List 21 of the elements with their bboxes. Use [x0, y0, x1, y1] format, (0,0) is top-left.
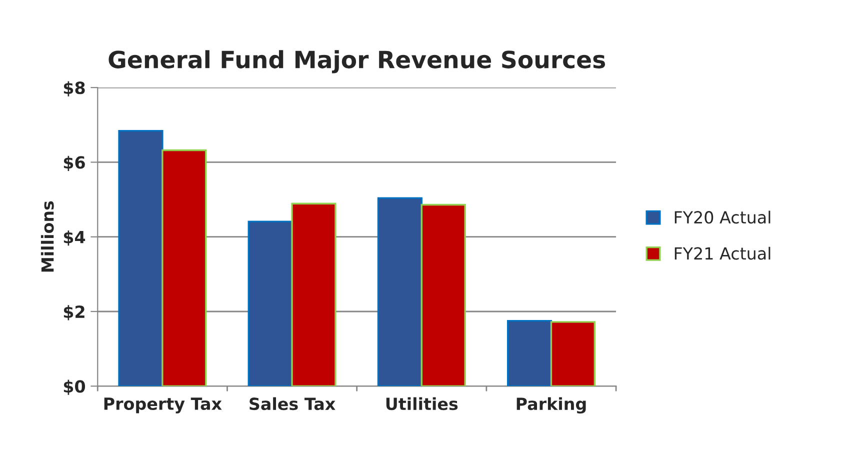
chart-title: General Fund Major Revenue Sources	[108, 50, 606, 74]
bar	[248, 220, 293, 386]
bar	[420, 204, 466, 386]
bar	[377, 197, 422, 386]
x-tick-label: Property Tax	[104, 398, 222, 414]
bar	[550, 321, 596, 386]
y-axis-title: Millions	[40, 201, 54, 272]
x-tick-label: Parking	[516, 397, 586, 414]
bar	[506, 320, 552, 386]
x-tick-label: Utilities	[386, 397, 458, 410]
y-tick-label: $0	[64, 380, 86, 395]
legend-label: FY21 Actual	[674, 246, 770, 260]
bar	[118, 130, 164, 386]
legend-label: FY20 Actual	[674, 210, 770, 224]
y-tick-label: $2	[64, 305, 84, 320]
x-tick-label: Sales Tax	[250, 397, 336, 410]
y-tick-label: $4	[64, 230, 86, 246]
y-tick-label: $8	[64, 81, 85, 96]
y-tick-label: $6	[64, 156, 85, 171]
bar	[162, 149, 207, 386]
bar	[291, 202, 336, 386]
